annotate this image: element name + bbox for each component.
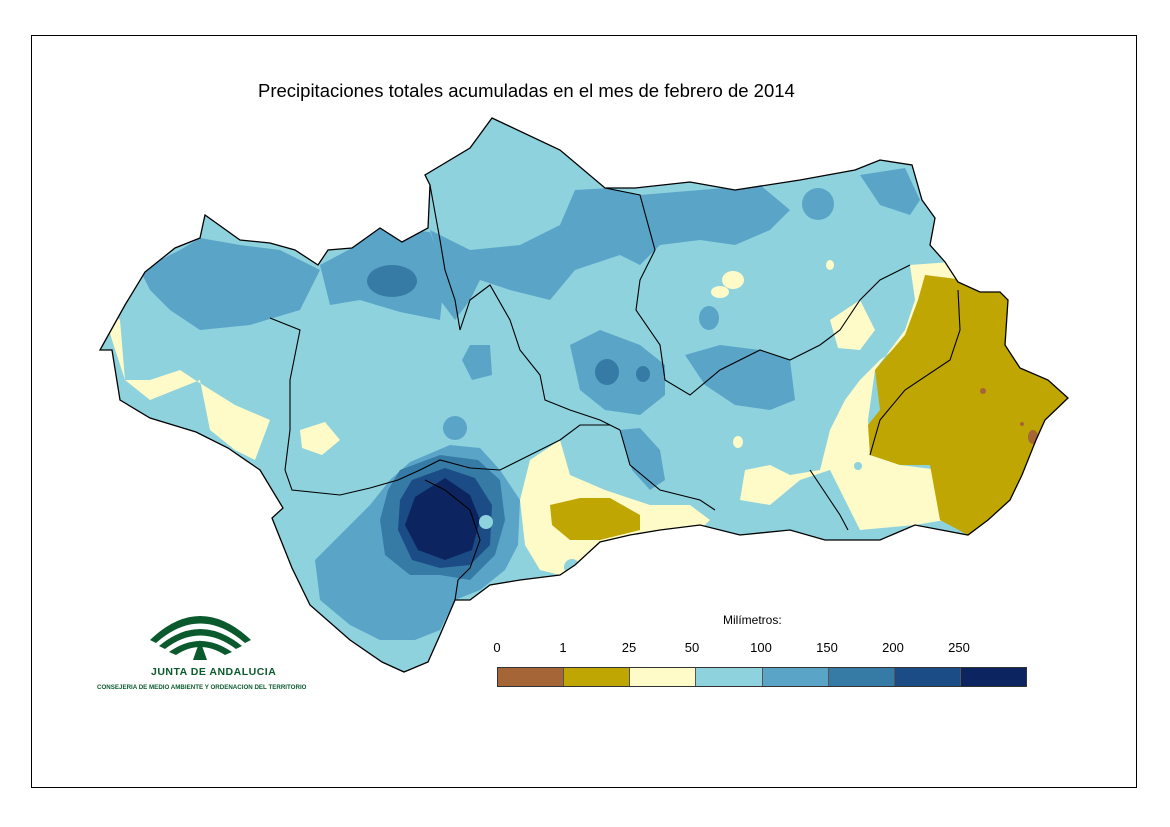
class-0-1-coast-spot <box>1028 430 1038 444</box>
border-malaga-granada <box>619 429 716 511</box>
class-25-50-huelva-coast <box>100 300 270 460</box>
map-title: Precipitaciones totales acumuladas en el… <box>258 80 795 101</box>
legend-swatch <box>828 668 895 686</box>
legend-title: Milímetros: <box>723 613 782 627</box>
border-sevilla-cordoba <box>429 184 621 431</box>
border-huelva-sevilla-cadiz <box>269 317 610 496</box>
province-borders <box>269 184 961 601</box>
class-150-200-jaen-spot-2 <box>636 366 650 382</box>
class-100-150-jaen-patch <box>802 188 834 220</box>
legend-tick: 0 <box>493 640 501 655</box>
legend-swatch <box>894 668 961 686</box>
andalucia-outline <box>98 117 1069 673</box>
class-1-25-almeria <box>868 275 1068 535</box>
legend-tick: 1 <box>559 640 567 655</box>
legend-swatch <box>696 668 763 686</box>
class-100-150-granada-west <box>620 428 665 490</box>
class-250-plus-core <box>405 478 480 560</box>
class-150-200-sierra-norte <box>367 265 417 297</box>
legend-tick: 150 <box>816 640 838 655</box>
class-150-200-jaen-spot <box>595 359 619 385</box>
legend-tick: 100 <box>750 640 772 655</box>
legend-swatch <box>762 668 829 686</box>
class-50-100-hole <box>479 515 493 529</box>
legend-color-bar <box>497 667 1027 687</box>
map-frame <box>31 35 1137 788</box>
border-granada-almeria <box>809 469 849 531</box>
class-100-150-granada-north <box>685 345 795 410</box>
border-cadiz-malaga <box>424 479 481 601</box>
class-100-150-sevilla-spot <box>443 416 467 440</box>
class-25-50-sevilla-patch <box>300 422 340 455</box>
junta-andalucia-logo-icon <box>150 616 251 660</box>
legend-swatch <box>630 668 697 686</box>
logo-subtitle: CONSEJERIA DE MEDIO AMBIENTE Y ORDENACIO… <box>97 684 307 691</box>
class-0-1-spot <box>980 388 986 394</box>
class-25-50-jaen-spot-2 <box>711 286 729 298</box>
legend-tick: 25 <box>621 640 637 655</box>
border-cordoba-jaen-granada <box>604 187 911 396</box>
legend-swatch <box>960 668 1026 686</box>
class-25-50-granada-spot <box>733 436 743 448</box>
class-25-50-jaen-spot-3 <box>826 260 834 270</box>
class-50-100-almeria-spot <box>854 462 862 470</box>
class-1-25-malaga <box>550 498 640 540</box>
legend-swatch <box>564 668 631 686</box>
legend-tick: 250 <box>948 640 970 655</box>
logo-name: JUNTA DE ANDALUCIA <box>151 666 277 678</box>
class-100-150-ne-patch <box>860 168 920 215</box>
class-25-50-granada-east <box>830 300 875 350</box>
legend-tick: 200 <box>882 640 904 655</box>
class-100-150-huelva-north <box>140 238 320 330</box>
class-100-150-cordoba-jaen-north <box>430 185 790 320</box>
legend-swatch <box>498 668 565 686</box>
border-almeria-west <box>869 289 961 456</box>
class-25-50-jaen-spot <box>722 271 744 289</box>
class-100-150-spot <box>699 306 719 330</box>
class-0-1-spot-2 <box>1020 422 1024 426</box>
legend-tick: 50 <box>684 640 700 655</box>
class-100-150-cordoba-spot <box>462 345 492 380</box>
